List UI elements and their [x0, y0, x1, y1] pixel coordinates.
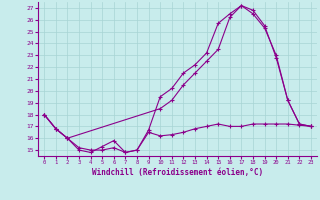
X-axis label: Windchill (Refroidissement éolien,°C): Windchill (Refroidissement éolien,°C) — [92, 168, 263, 177]
